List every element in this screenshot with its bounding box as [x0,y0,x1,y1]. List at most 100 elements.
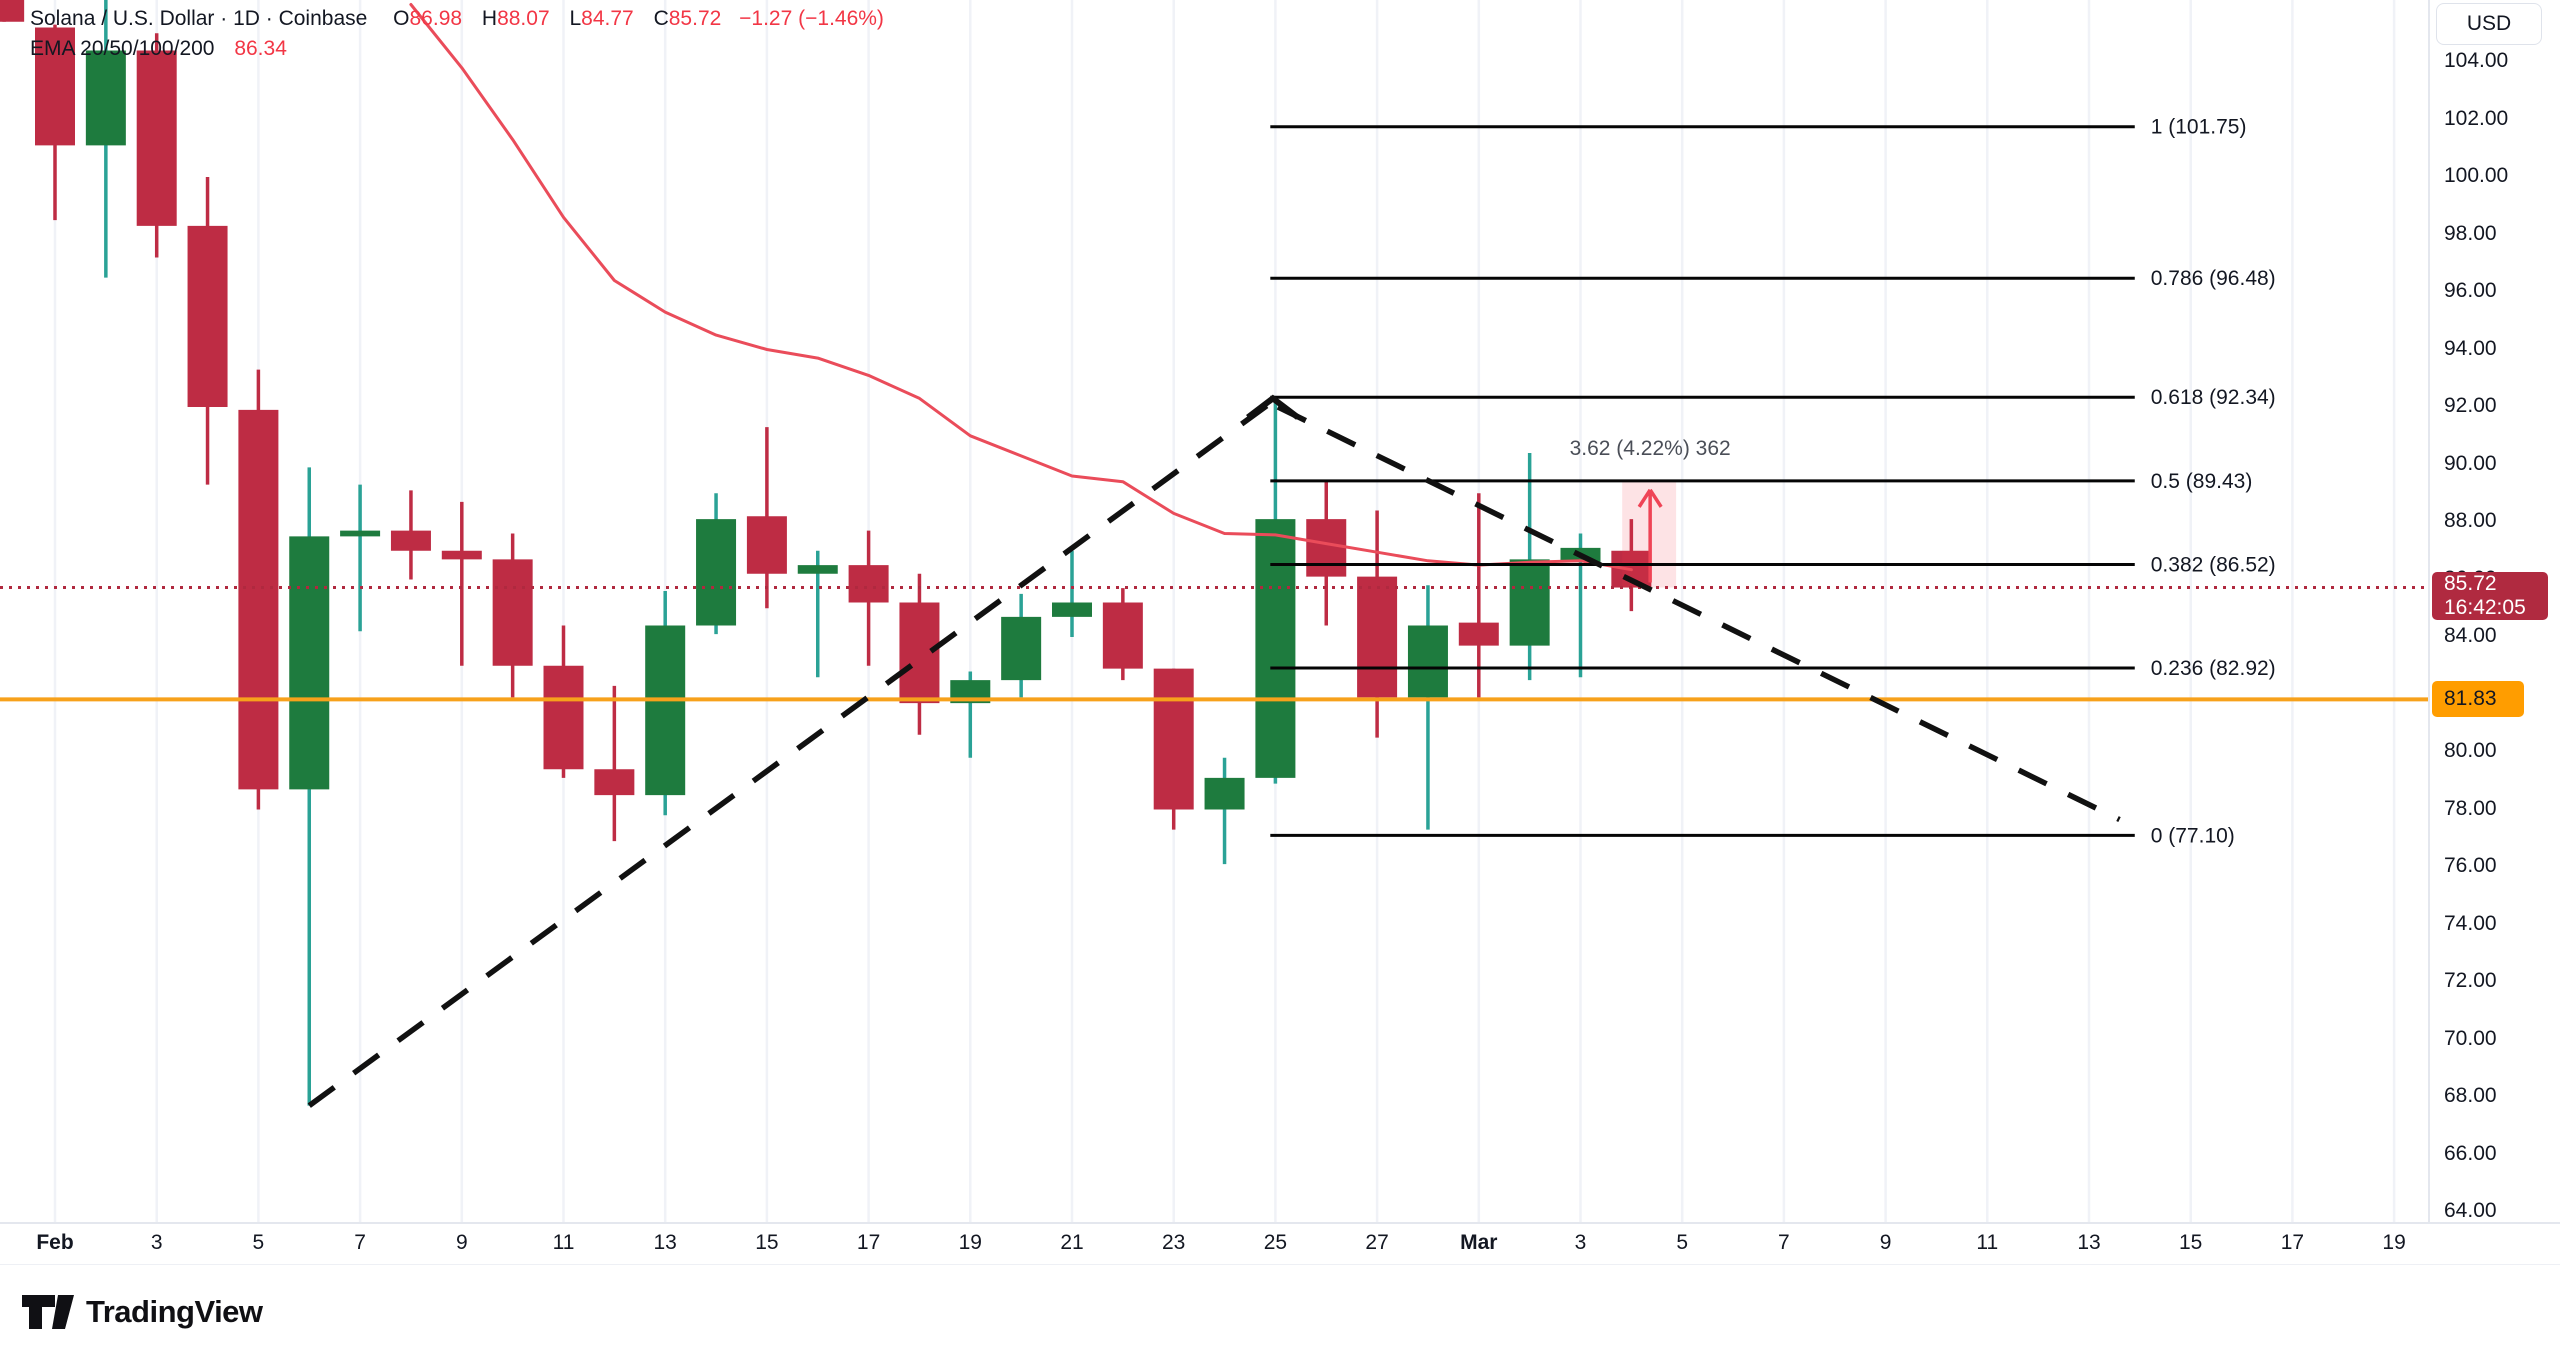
price-tick-label: 80.00 [2444,739,2497,762]
candle-Feb-26[interactable] [1306,481,1347,626]
candle-Feb-20[interactable] [1001,593,1042,698]
candle-Feb-25[interactable] [1255,398,1296,784]
candle-Feb-5[interactable] [238,369,279,810]
price-tick-label: 96.00 [2444,279,2497,302]
candle-Feb-11[interactable] [543,625,584,778]
ema-indicator-name[interactable]: EMA 20/50/100/200 [30,37,215,60]
price-tick-label: 104.00 [2444,49,2509,72]
fib-level-0.786[interactable]: 0.786 (96.48) [1270,267,2276,290]
candle-body [1052,602,1092,617]
candle-body [1458,622,1499,646]
time-tick-label: 11 [1976,1231,1999,1254]
low-value: 84.77 [581,7,634,30]
price-tick-label: 92.00 [2444,394,2497,417]
candle-Feb-9[interactable] [441,501,482,666]
candle-Jan-31[interactable] [0,0,25,22]
price-tick-label: 72.00 [2444,969,2497,992]
candle-Feb-10[interactable] [492,533,533,698]
candle-Mar-1[interactable] [1458,493,1499,698]
candle-Feb-17[interactable] [848,530,889,666]
candle-Feb-27[interactable] [1357,510,1398,738]
candle-body [492,559,533,666]
candle-Feb-14[interactable] [696,493,737,635]
fib-label: 1 (101.75) [2151,116,2247,139]
candle-Mar-2[interactable] [1509,453,1550,681]
chart-plot-area[interactable]: 3.62 (4.22%) 362 1 (101.75) 0.786 (96.48) 0… [0,0,2428,1222]
candle-Feb-12[interactable] [594,685,635,842]
fib-level-0.236[interactable]: 0.236 (82.92) [1270,657,2276,680]
fib-label: 0.382 (86.52) [2151,554,2276,577]
price-tick-label: 98.00 [2444,221,2497,245]
time-tick-label: 5 [1676,1231,1689,1254]
candle-Feb-16[interactable] [797,550,838,678]
last-price-value: 85.72 [2444,571,2497,595]
candle-body [1407,625,1448,698]
time-tick-label: 13 [2077,1231,2101,1254]
fib-label: 0.5 (89.43) [2151,470,2253,493]
time-tick-label: 19 [2382,1231,2406,1254]
candle-Feb-13[interactable] [645,591,686,816]
price-tick-label: 76.00 [2444,854,2497,877]
low-label: L [569,7,582,30]
candle-Feb-6[interactable] [289,467,330,1106]
fib-label: 0.236 (82.92) [2151,657,2276,680]
time-tick-label: 23 [1162,1231,1186,1254]
candle-body [390,530,431,551]
fib-level-0[interactable]: 0 (77.10) [1270,824,2235,847]
legend-indicator-row: EMA 20/50/100/200 86.34 [30,34,884,64]
time-tick-label: 15 [755,1231,779,1254]
candle-Feb-22[interactable] [1102,588,1143,681]
high-label: H [481,7,498,30]
candle-body [950,680,991,704]
alert-price-label[interactable]: 81.83 [2432,681,2524,718]
trendline-descending-dashed[interactable] [1276,404,2121,823]
candle-Feb-4[interactable] [187,177,228,485]
candle-Feb-2[interactable] [85,0,126,278]
currency-toggle-button[interactable]: USD [2436,3,2542,45]
trendline-ascending-dashed[interactable] [307,399,1275,1108]
candle-body [848,565,889,603]
symbol-title[interactable]: Solana / U.S. Dollar · 1D · Coinbase [30,7,368,30]
time-tick-label: Feb [36,1231,74,1254]
candle-Feb-7[interactable] [340,484,381,632]
fib-level-0.382[interactable]: 0.382 (86.52) [1270,554,2276,577]
candle-Feb-3[interactable] [136,33,177,258]
candle-body [746,516,787,574]
fib-level-0.5[interactable]: 0.5 (89.43) [1270,470,2252,493]
candle-body [1001,616,1042,681]
tradingview-attribution[interactable]: TradingView [22,1292,263,1332]
price-tick-label: 84.00 [2444,624,2497,647]
open-label: O [393,7,410,30]
ema-line[interactable] [409,3,1633,572]
time-tick-label: 25 [1263,1231,1288,1254]
candle-body [696,519,737,626]
candle-Feb-18[interactable] [899,573,940,735]
candle-body [1255,519,1296,778]
fib-level-0.618[interactable]: 0.618 (92.34) [1270,386,2276,409]
candle-body [1153,668,1194,810]
price-tick-label: 74.00 [2444,911,2497,935]
fib-level-1[interactable]: 1 (101.75) [1270,116,2246,139]
time-tick-label: Mar [1460,1231,1498,1254]
time-tick-label: 19 [958,1231,982,1254]
time-axis[interactable]: Feb 3 5 7 9 11 13 15 17 19 21 23 25 27 Mar 3 5 7 9 11 13 15 17… [0,1222,2560,1265]
candle-body [85,50,126,146]
candle-body [35,27,75,146]
price-tick-label: 94.00 [2444,336,2497,360]
candle-Feb-1[interactable] [35,24,75,221]
candle-body [645,625,686,796]
fib-label: 0 (77.10) [2151,824,2235,847]
candle-Feb-28[interactable] [1407,585,1448,830]
time-tick-label: 11 [552,1231,575,1254]
time-tick-label: 9 [1879,1231,1892,1254]
change-value: −1.27 (−1.46%) [739,7,884,30]
price-tick-label: 78.00 [2444,796,2497,820]
candle-body [441,550,482,560]
candle-Feb-19[interactable] [950,671,991,758]
candle-Feb-24[interactable] [1204,757,1245,865]
candle-Feb-21[interactable] [1052,550,1092,637]
candle-Feb-15[interactable] [746,427,787,609]
candle-Feb-23[interactable] [1153,668,1194,830]
candle-Feb-8[interactable] [390,490,431,580]
price-axis[interactable]: 64.00 66.00 68.00 70.00 72.00 74.00 76.00 78.00… [2428,0,2560,1222]
